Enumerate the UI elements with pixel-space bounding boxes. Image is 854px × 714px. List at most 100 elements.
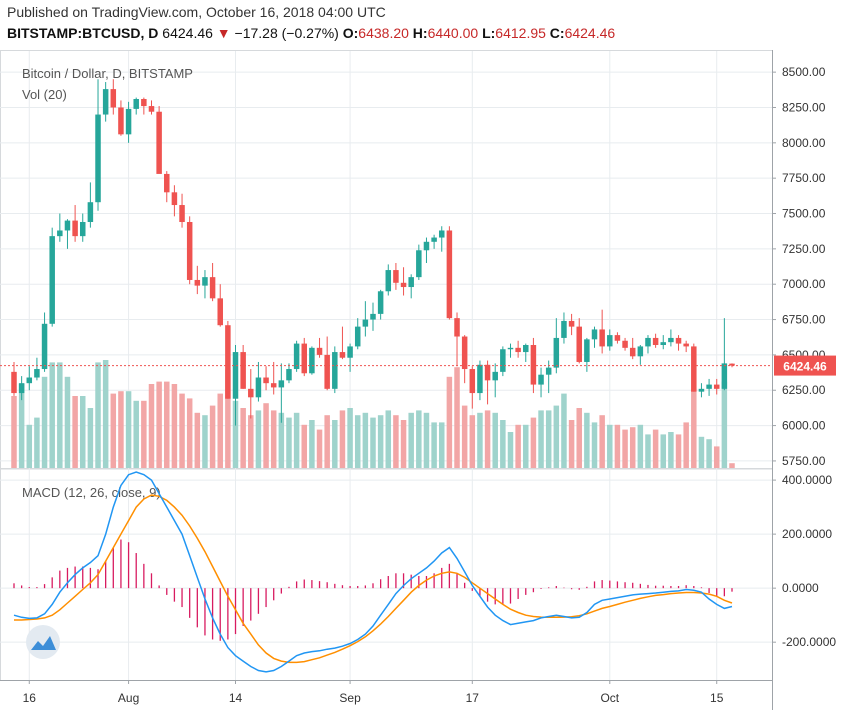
candle-body[interactable] (668, 337, 674, 343)
candle-body[interactable] (416, 250, 422, 278)
candle-body[interactable] (538, 374, 544, 385)
candle-body[interactable] (164, 173, 170, 193)
volume-bar (652, 429, 659, 468)
candle-body[interactable] (568, 320, 575, 327)
candle-body[interactable] (354, 326, 361, 347)
candle-body[interactable] (301, 343, 308, 374)
candle-body[interactable] (469, 369, 476, 394)
candle-body[interactable] (72, 220, 78, 237)
candle-body[interactable] (576, 326, 582, 362)
candle-body[interactable] (133, 99, 139, 109)
candle-body[interactable] (232, 352, 239, 399)
candle-body[interactable] (347, 346, 353, 358)
candle-body[interactable] (362, 319, 369, 327)
candle-body[interactable] (530, 345, 537, 385)
candle-body[interactable] (408, 277, 414, 288)
candle-body[interactable] (484, 364, 491, 381)
candle-body[interactable] (461, 336, 468, 370)
candle-body[interactable] (202, 277, 208, 286)
candle-body[interactable] (148, 106, 155, 112)
candle-body[interactable] (332, 352, 338, 389)
candle-body[interactable] (607, 335, 613, 347)
candle-body[interactable] (691, 346, 697, 392)
candle-body[interactable] (125, 108, 132, 135)
candle-body[interactable] (629, 347, 636, 357)
candle-body[interactable] (400, 282, 407, 288)
candle-body[interactable] (370, 313, 376, 320)
candle-body[interactable] (645, 337, 651, 347)
candle-body[interactable] (477, 364, 483, 394)
candle-body[interactable] (186, 222, 193, 280)
candle-body[interactable] (156, 111, 162, 174)
candle-body[interactable] (171, 192, 178, 206)
candle-body[interactable] (225, 325, 231, 399)
candle-body[interactable] (706, 384, 712, 389)
candle-body[interactable] (561, 320, 567, 338)
candle-body[interactable] (637, 346, 644, 357)
candle-body[interactable] (545, 367, 552, 375)
candle-body[interactable] (339, 352, 346, 358)
candle-body[interactable] (18, 383, 25, 394)
candle-body[interactable] (278, 380, 285, 388)
candle-body[interactable] (591, 329, 598, 340)
candle-body[interactable] (652, 337, 659, 345)
candle-body[interactable] (438, 230, 445, 238)
candle-body[interactable] (492, 371, 498, 381)
candle-body[interactable] (423, 241, 430, 251)
candle-body[interactable] (57, 230, 63, 237)
candle-body[interactable] (446, 230, 453, 319)
candle-body[interactable] (102, 89, 109, 115)
candle-body[interactable] (179, 205, 185, 222)
candle-body[interactable] (454, 318, 460, 337)
candle-body[interactable] (698, 388, 705, 392)
candle-body[interactable] (622, 340, 628, 348)
candle-body[interactable] (270, 383, 277, 388)
candle-body[interactable] (500, 349, 506, 372)
candle-body[interactable] (683, 343, 689, 347)
candle-body[interactable] (209, 277, 216, 299)
candle-body[interactable] (660, 342, 667, 345)
candle-body[interactable] (293, 343, 300, 370)
candle-body[interactable] (523, 345, 529, 353)
candle-body[interactable] (110, 89, 117, 108)
volume-bar (683, 422, 689, 468)
candle-body[interactable] (49, 236, 55, 324)
candle-body[interactable] (217, 298, 223, 326)
candle-body[interactable] (393, 270, 399, 283)
candle-body[interactable] (141, 99, 147, 107)
candle-body[interactable] (95, 114, 101, 203)
candle-body[interactable] (255, 377, 262, 398)
candle-body[interactable] (309, 347, 315, 374)
candle-body[interactable] (377, 291, 384, 314)
candle-body[interactable] (729, 363, 735, 366)
candle-body[interactable] (79, 222, 86, 237)
candle-body[interactable] (240, 352, 246, 389)
candle-body[interactable] (385, 270, 392, 292)
candle-body[interactable] (584, 339, 590, 362)
candle-body[interactable] (118, 107, 124, 135)
candle-body[interactable] (599, 329, 605, 347)
candle-body[interactable] (316, 347, 323, 355)
candle-body[interactable] (34, 369, 40, 378)
candle-body[interactable] (11, 371, 17, 394)
candle-body[interactable] (286, 369, 292, 381)
candle-body[interactable] (263, 377, 269, 384)
candle-body[interactable] (87, 202, 94, 222)
candle-body[interactable] (721, 363, 728, 389)
candle-body[interactable] (507, 347, 514, 350)
candle-body[interactable] (675, 337, 682, 344)
candle-body[interactable] (194, 279, 201, 286)
candle-body[interactable] (553, 337, 560, 368)
macd-tick-label: 400.0000 (782, 473, 832, 487)
candle-body[interactable] (41, 323, 48, 370)
candle-body[interactable] (248, 388, 254, 398)
volume-bar (599, 415, 605, 468)
candle-body[interactable] (431, 237, 437, 242)
candle-body[interactable] (26, 377, 33, 384)
candle-body[interactable] (64, 220, 71, 231)
candle-body[interactable] (324, 354, 330, 389)
candle-body[interactable] (515, 347, 521, 353)
candle-body[interactable] (614, 335, 621, 341)
candle-body[interactable] (713, 384, 720, 389)
